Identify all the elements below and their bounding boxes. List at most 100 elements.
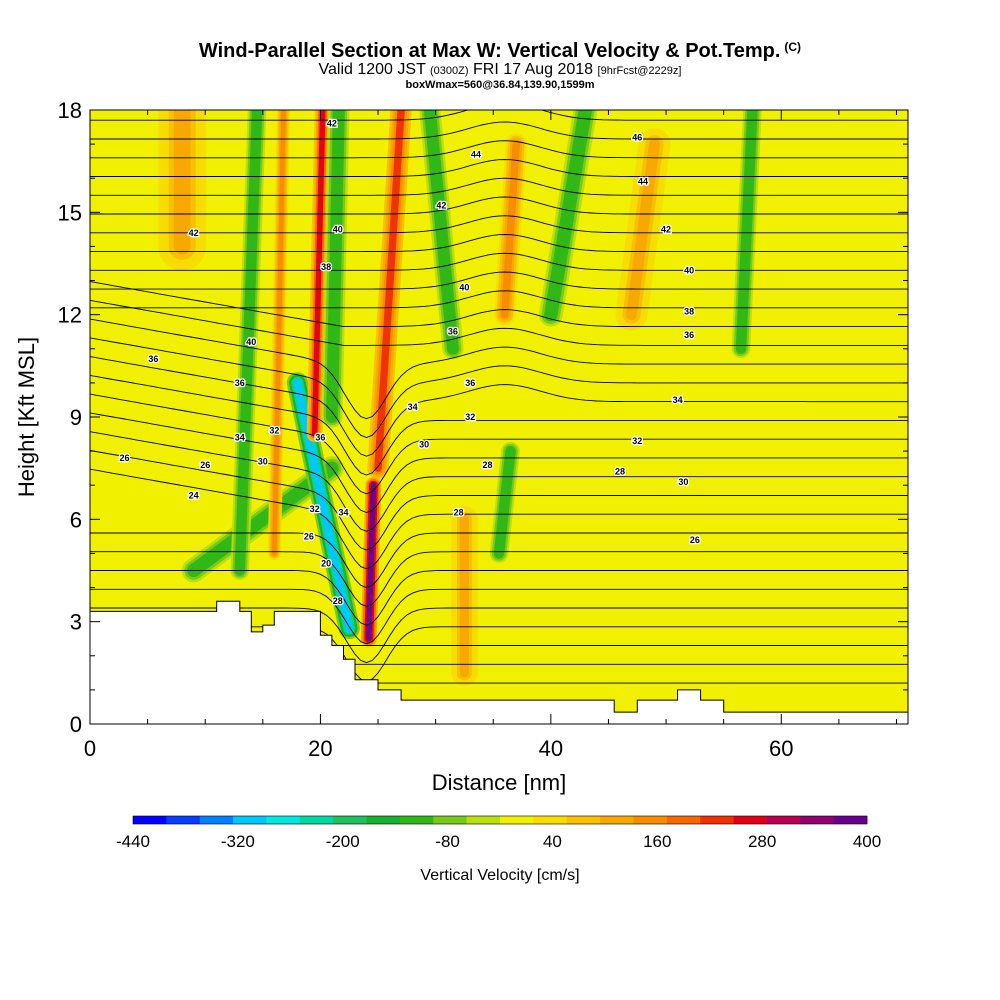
theta-contour-label: 44 <box>638 177 648 187</box>
colorbar-frame <box>132 815 868 825</box>
theta-contour-label: 42 <box>661 224 671 234</box>
theta-contour-label: 36 <box>448 327 458 337</box>
x-tick-label: 60 <box>769 736 793 761</box>
theta-contour-line <box>90 215 908 234</box>
theta-contour-label: 28 <box>615 467 625 477</box>
velocity-band <box>293 379 353 633</box>
valid-date: FRI 17 Aug 2018 <box>472 61 594 78</box>
x-tick-label: 0 <box>84 736 96 761</box>
y-tick-label: 0 <box>70 712 82 737</box>
theta-contour-line <box>90 356 908 457</box>
theta-contour-line <box>90 532 908 589</box>
x-tick-label: 40 <box>539 736 563 761</box>
velocity-feature <box>230 110 267 580</box>
theta-contour-label: 30 <box>678 477 688 487</box>
velocity-feature <box>489 441 520 563</box>
velocity-field <box>158 110 762 687</box>
colorbar-swatch <box>633 816 668 824</box>
colorbar-swatch <box>333 816 367 824</box>
theta-contour-label: 24 <box>189 490 199 500</box>
velocity-feature <box>306 110 331 443</box>
theta-contour-line <box>90 110 908 121</box>
velocity-band <box>272 110 286 556</box>
valid-prefix: Valid 1200 JST <box>318 61 426 78</box>
theta-contour-line <box>90 271 908 290</box>
theta-contour-label: 26 <box>304 531 314 541</box>
colorbar-label: Vertical Velocity [cm/s] <box>420 867 579 884</box>
colorbar-swatch <box>433 816 467 824</box>
colorbar-swatch <box>733 816 768 824</box>
theta-contour-line <box>90 468 908 570</box>
theta-contour-label: 26 <box>120 453 130 463</box>
velocity-band <box>546 110 590 319</box>
colorbar-swatch <box>133 816 167 824</box>
theta-contour-line <box>90 121 908 140</box>
theta-contour-label: 40 <box>684 265 694 275</box>
theta-contour-label: 46 <box>632 132 642 142</box>
theta-contour-line <box>90 588 908 645</box>
chart-title: Wind-Parallel Section at Max W: Vertical… <box>0 36 1000 62</box>
y-tick-label: 18 <box>58 98 82 123</box>
velocity-band <box>737 110 756 353</box>
colorbar-swatch <box>800 816 834 824</box>
theta-contour-line <box>90 570 908 626</box>
theta-contour-labels: 24 26 26 26 26 28 28 28 28 30 30 30 20 32 32 32 32 34 34 34… <box>118 117 701 607</box>
velocity-feature <box>494 133 527 326</box>
theta-contour-label: 36 <box>465 378 475 388</box>
velocity-band <box>625 138 661 321</box>
valid-utc: (0300Z) <box>430 65 469 77</box>
theta-contour-label: 32 <box>465 412 475 422</box>
theta-contour-label: 42 <box>436 201 446 211</box>
theta-contour-line <box>90 393 908 495</box>
velocity-band <box>236 110 261 574</box>
colorbar-swatch <box>266 816 301 824</box>
theta-contour-label: 26 <box>200 460 210 470</box>
velocity-feature <box>286 372 360 640</box>
colorbar-swatch <box>299 816 334 824</box>
box-info: boxWmax=560@36.84,139.90,1599m <box>405 79 595 91</box>
colorbar-tick-label: 400 <box>853 832 881 851</box>
colorbar-swatch <box>666 816 701 824</box>
theta-contour-label: 34 <box>673 395 683 405</box>
valid-time-line: Valid 1200 JST (0300Z) FRI 17 Aug 2018 [… <box>0 62 1000 79</box>
y-tick-label: 9 <box>70 405 82 430</box>
colorbar-swatch <box>399 816 434 824</box>
colorbar-swatch <box>199 816 234 824</box>
theta-contour-label: 42 <box>189 228 199 238</box>
y-axis-label: Height [Kft MSL] <box>14 337 39 497</box>
theta-contour-line <box>90 140 908 159</box>
theta-contour-label: 34 <box>235 432 245 442</box>
velocity-feature <box>731 110 762 359</box>
velocity-feature <box>615 128 671 331</box>
theta-contour-label: 32 <box>310 504 320 514</box>
colorbar-tick-label: 280 <box>748 832 776 851</box>
colorbar-swatch <box>366 816 401 824</box>
theta-contour-label: 44 <box>471 149 481 159</box>
theta-contour-label: 32 <box>269 426 279 436</box>
colorbar-swatch <box>466 816 501 824</box>
theta-contour-label: 36 <box>148 354 158 364</box>
theta-contour-label: 34 <box>408 402 418 412</box>
colorbar-tick-label: -80 <box>435 832 460 851</box>
velocity-band <box>328 110 343 421</box>
colorbar-swatch <box>833 816 868 824</box>
theta-contour-label: 28 <box>454 508 464 518</box>
velocity-feature <box>267 110 291 561</box>
theta-contour-label: 38 <box>321 262 331 272</box>
theta-contour-label: 26 <box>690 535 700 545</box>
colorbar: -440 -320 -200 -80 40 160 280 400 <box>116 815 881 851</box>
y-tick-label: 12 <box>58 303 82 328</box>
theta-contour-label: 40 <box>333 224 343 234</box>
colorbar-swatch <box>233 816 267 824</box>
y-tick-label: 3 <box>70 610 82 635</box>
theta-contour-line <box>90 196 908 215</box>
theta-contour-line <box>90 551 908 607</box>
theta-contour-label: 32 <box>632 436 642 446</box>
colorbar-tick-label: 40 <box>543 832 562 851</box>
theta-contours <box>90 110 908 684</box>
theta-contour-label: 34 <box>338 508 348 518</box>
velocity-band <box>501 140 520 319</box>
theta-contour-line <box>90 252 908 271</box>
